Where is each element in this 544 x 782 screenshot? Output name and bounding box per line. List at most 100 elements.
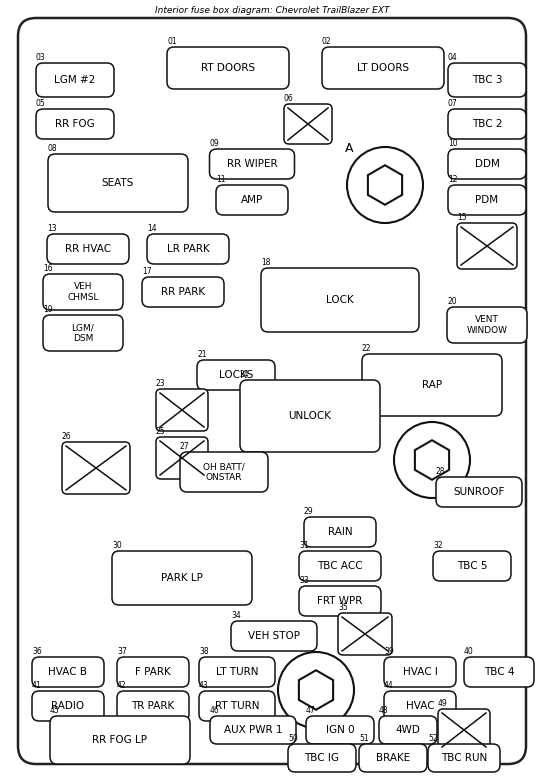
Text: 23: 23 bbox=[156, 379, 165, 388]
Text: RAIN: RAIN bbox=[327, 527, 353, 537]
Text: 11: 11 bbox=[216, 175, 226, 184]
Text: TBC 2: TBC 2 bbox=[472, 119, 502, 129]
Text: 35: 35 bbox=[338, 603, 348, 612]
Text: 39: 39 bbox=[384, 647, 394, 656]
Text: 19: 19 bbox=[43, 305, 53, 314]
Text: BRAKE: BRAKE bbox=[376, 753, 410, 763]
FancyBboxPatch shape bbox=[306, 716, 374, 744]
FancyBboxPatch shape bbox=[50, 716, 190, 764]
Text: TBC 3: TBC 3 bbox=[472, 75, 502, 85]
FancyBboxPatch shape bbox=[47, 234, 129, 264]
Text: RAP: RAP bbox=[422, 380, 442, 390]
FancyBboxPatch shape bbox=[284, 104, 332, 144]
FancyBboxPatch shape bbox=[199, 657, 275, 687]
Text: HVAC B: HVAC B bbox=[48, 667, 88, 677]
Text: 43: 43 bbox=[199, 681, 209, 690]
Text: 12: 12 bbox=[448, 175, 458, 184]
Polygon shape bbox=[299, 670, 333, 710]
Text: 17: 17 bbox=[142, 267, 152, 276]
FancyBboxPatch shape bbox=[197, 360, 275, 390]
FancyBboxPatch shape bbox=[304, 517, 376, 547]
FancyBboxPatch shape bbox=[209, 149, 294, 179]
FancyBboxPatch shape bbox=[62, 442, 130, 494]
Text: LT DOORS: LT DOORS bbox=[357, 63, 409, 73]
Text: 51: 51 bbox=[359, 734, 369, 743]
Text: LOCK: LOCK bbox=[326, 295, 354, 305]
Text: SUNROOF: SUNROOF bbox=[453, 487, 505, 497]
Text: LGM/
DSM: LGM/ DSM bbox=[72, 323, 94, 343]
Text: RR PARK: RR PARK bbox=[161, 287, 205, 297]
Text: 41: 41 bbox=[32, 681, 42, 690]
Text: VEH STOP: VEH STOP bbox=[248, 631, 300, 641]
Text: 28: 28 bbox=[436, 467, 446, 476]
Text: 02: 02 bbox=[322, 37, 332, 46]
FancyBboxPatch shape bbox=[288, 744, 356, 772]
Text: 14: 14 bbox=[147, 224, 157, 233]
Text: 42: 42 bbox=[117, 681, 127, 690]
Text: 29: 29 bbox=[304, 507, 314, 516]
Text: 36: 36 bbox=[32, 647, 42, 656]
Text: 09: 09 bbox=[209, 139, 219, 148]
FancyBboxPatch shape bbox=[448, 149, 526, 179]
Text: Interior fuse box diagram: Chevrolet TrailBlazer EXT: Interior fuse box diagram: Chevrolet Tra… bbox=[154, 6, 390, 15]
Text: TBC 5: TBC 5 bbox=[457, 561, 487, 571]
FancyBboxPatch shape bbox=[338, 613, 392, 655]
Text: RR FOG LP: RR FOG LP bbox=[92, 735, 147, 745]
Text: 40: 40 bbox=[464, 647, 474, 656]
Text: 08: 08 bbox=[48, 144, 58, 153]
FancyBboxPatch shape bbox=[457, 223, 517, 269]
Text: 03: 03 bbox=[36, 53, 46, 62]
FancyBboxPatch shape bbox=[231, 621, 317, 651]
Text: SEATS: SEATS bbox=[102, 178, 134, 188]
FancyBboxPatch shape bbox=[142, 277, 224, 307]
Text: 46: 46 bbox=[210, 706, 220, 715]
FancyBboxPatch shape bbox=[32, 657, 104, 687]
FancyBboxPatch shape bbox=[199, 691, 275, 721]
Text: 06: 06 bbox=[284, 94, 294, 103]
FancyBboxPatch shape bbox=[299, 551, 381, 581]
FancyBboxPatch shape bbox=[216, 185, 288, 215]
FancyBboxPatch shape bbox=[299, 586, 381, 616]
Text: IGN 0: IGN 0 bbox=[326, 725, 354, 735]
FancyBboxPatch shape bbox=[428, 744, 500, 772]
Text: TBC RUN: TBC RUN bbox=[441, 753, 487, 763]
Text: DDM: DDM bbox=[474, 159, 499, 169]
Text: LOCKS: LOCKS bbox=[219, 370, 253, 380]
FancyBboxPatch shape bbox=[167, 47, 289, 89]
Text: F PARK: F PARK bbox=[135, 667, 171, 677]
Text: 31: 31 bbox=[299, 541, 308, 550]
Text: PDM: PDM bbox=[475, 195, 498, 205]
Text: TR PARK: TR PARK bbox=[131, 701, 175, 711]
Text: RR HVAC: RR HVAC bbox=[65, 244, 111, 254]
Text: 13: 13 bbox=[47, 224, 57, 233]
Text: RR WIPER: RR WIPER bbox=[227, 159, 277, 169]
Text: 47: 47 bbox=[306, 706, 316, 715]
Text: RADIO: RADIO bbox=[52, 701, 84, 711]
Text: PARK LP: PARK LP bbox=[161, 573, 203, 583]
Text: 27: 27 bbox=[180, 442, 190, 451]
Text: 05: 05 bbox=[36, 99, 46, 108]
FancyBboxPatch shape bbox=[36, 109, 114, 139]
FancyBboxPatch shape bbox=[362, 354, 502, 416]
FancyBboxPatch shape bbox=[32, 691, 104, 721]
Text: UNLOCK: UNLOCK bbox=[288, 411, 331, 421]
FancyBboxPatch shape bbox=[156, 437, 208, 479]
Text: 48: 48 bbox=[379, 706, 388, 715]
FancyBboxPatch shape bbox=[464, 657, 534, 687]
FancyBboxPatch shape bbox=[147, 234, 229, 264]
Text: 16: 16 bbox=[43, 264, 53, 273]
FancyBboxPatch shape bbox=[156, 389, 208, 431]
Text: HVAC: HVAC bbox=[406, 701, 434, 711]
Text: 52: 52 bbox=[428, 734, 437, 743]
Text: 10: 10 bbox=[448, 139, 458, 148]
Text: AMP: AMP bbox=[241, 195, 263, 205]
Text: VENT
WINDOW: VENT WINDOW bbox=[467, 315, 508, 335]
Text: 18: 18 bbox=[261, 258, 270, 267]
FancyBboxPatch shape bbox=[433, 551, 511, 581]
Text: 38: 38 bbox=[199, 647, 209, 656]
Text: 21: 21 bbox=[197, 350, 207, 359]
FancyBboxPatch shape bbox=[117, 657, 189, 687]
FancyBboxPatch shape bbox=[438, 709, 490, 751]
FancyBboxPatch shape bbox=[261, 268, 419, 332]
Text: HVAC I: HVAC I bbox=[403, 667, 437, 677]
